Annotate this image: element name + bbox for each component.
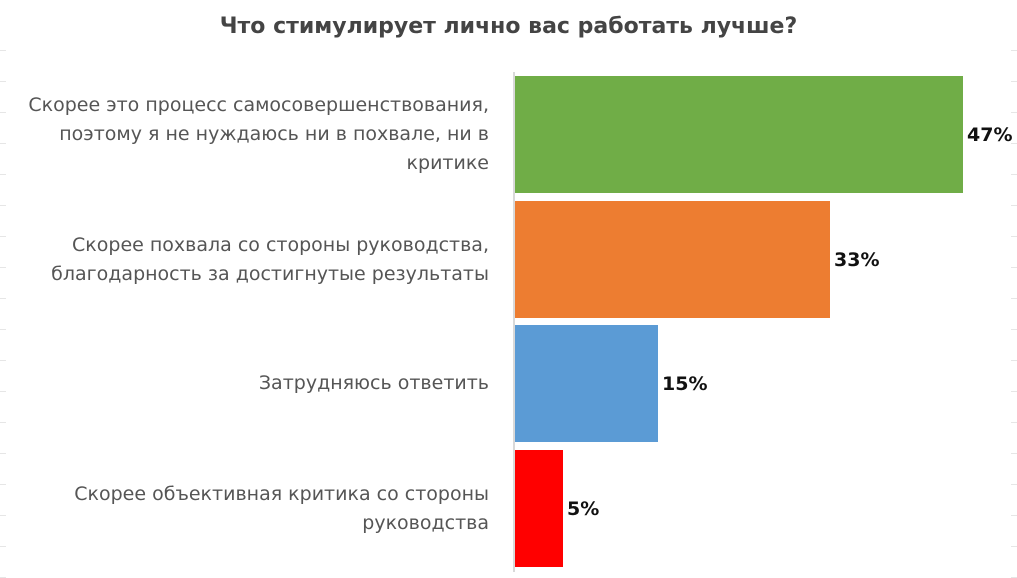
data-label-1: 47% bbox=[967, 123, 1013, 146]
edge-tick bbox=[1011, 205, 1017, 206]
edge-tick bbox=[1011, 515, 1017, 516]
edge-tick bbox=[1011, 112, 1017, 113]
edge-tick bbox=[1011, 298, 1017, 299]
edge-tick bbox=[0, 81, 6, 82]
edge-tick bbox=[0, 329, 6, 330]
bar-1 bbox=[515, 76, 963, 193]
edge-tick bbox=[1011, 484, 1017, 485]
edge-tick bbox=[1011, 143, 1017, 144]
edge-tick bbox=[0, 391, 6, 392]
edge-tick bbox=[0, 267, 6, 268]
edge-tick bbox=[0, 484, 6, 485]
edge-tick bbox=[1011, 50, 1017, 51]
edge-tick bbox=[1011, 236, 1017, 237]
data-label-3: 15% bbox=[662, 372, 708, 395]
bar-4 bbox=[515, 450, 563, 567]
edge-tick bbox=[0, 298, 6, 299]
edge-tick bbox=[1011, 267, 1017, 268]
edge-tick bbox=[0, 453, 6, 454]
edge-tick bbox=[1011, 453, 1017, 454]
right-edge-ticks bbox=[1009, 0, 1017, 578]
edge-tick bbox=[0, 143, 6, 144]
edge-tick bbox=[0, 422, 6, 423]
edge-tick bbox=[1011, 422, 1017, 423]
category-label-2: Скорее похвала со стороны руководства, б… bbox=[51, 233, 489, 285]
edge-tick bbox=[1011, 546, 1017, 547]
edge-tick bbox=[0, 515, 6, 516]
category-label-4: Скорее объективная критика со стороны ру… bbox=[74, 482, 489, 534]
category-axis-line bbox=[513, 72, 515, 572]
edge-tick bbox=[0, 50, 6, 51]
category-label-3: Затрудняюсь ответить bbox=[258, 372, 489, 394]
data-label-2: 33% bbox=[834, 248, 880, 271]
edge-tick bbox=[0, 236, 6, 237]
edge-tick bbox=[1011, 81, 1017, 82]
data-label-4: 5% bbox=[567, 497, 600, 520]
edge-tick bbox=[0, 360, 6, 361]
bar-3 bbox=[515, 325, 658, 442]
edge-tick bbox=[1011, 329, 1017, 330]
left-edge-ticks bbox=[0, 0, 8, 578]
bar-2 bbox=[515, 201, 830, 318]
edge-tick bbox=[0, 112, 6, 113]
edge-tick bbox=[0, 546, 6, 547]
edge-tick bbox=[1011, 391, 1017, 392]
category-label-1: Скорее это процесс самосовершенствования… bbox=[28, 94, 489, 174]
edge-tick bbox=[1011, 174, 1017, 175]
chart-title: Что стимулирует лично вас работать лучше… bbox=[219, 14, 798, 39]
edge-tick bbox=[0, 174, 6, 175]
edge-tick bbox=[1011, 360, 1017, 361]
edge-tick bbox=[0, 205, 6, 206]
